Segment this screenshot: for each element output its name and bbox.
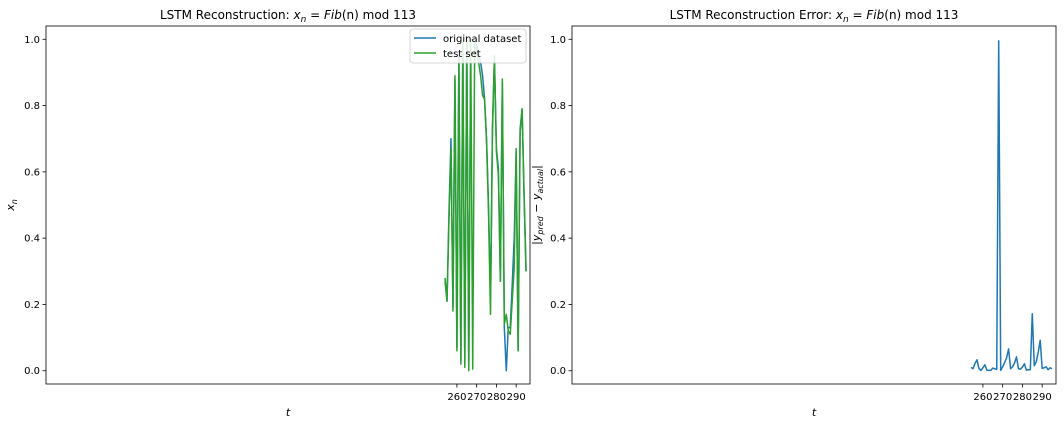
right-axes-frame bbox=[571, 25, 1057, 385]
left-chart: LSTM Reconstruction: xn = Fib(n) mod 113… bbox=[4, 8, 531, 419]
right-y-tick-label: 0.2 bbox=[550, 300, 566, 311]
left-y-tick-label: 0.0 bbox=[24, 366, 40, 377]
left-y-tick-label: 0.4 bbox=[24, 234, 40, 245]
legend-box bbox=[409, 28, 527, 64]
right-y-tick-label: 1.0 bbox=[550, 35, 566, 46]
right-y-axis: 0.0 0.2 0.4 0.6 0.8 1.0 bbox=[550, 35, 572, 377]
left-x-axis-label: t bbox=[286, 406, 291, 419]
left-x-tick-label: 260 bbox=[447, 392, 466, 403]
right-x-axis: 260 270 280 290 bbox=[973, 384, 1052, 403]
left-plot-area bbox=[444, 38, 527, 372]
legend-label-original-dataset: original dataset bbox=[443, 34, 521, 45]
left-axes-frame bbox=[45, 25, 531, 385]
right-x-tick-label: 270 bbox=[993, 392, 1012, 403]
left-y-axis-label: xn bbox=[4, 199, 19, 212]
right-y-tick-label: 0.0 bbox=[550, 366, 566, 377]
right-chart-title: LSTM Reconstruction Error: xn = Fib(n) m… bbox=[670, 8, 959, 25]
left-series-line-test-set bbox=[444, 38, 527, 372]
left-x-tick-label: 290 bbox=[507, 392, 526, 403]
left-y-tick-label: 0.6 bbox=[24, 167, 40, 178]
left-y-tick-label: 0.8 bbox=[24, 101, 40, 112]
legend-label-test-set: test set bbox=[443, 49, 481, 60]
right-y-tick-label: 0.8 bbox=[550, 101, 566, 112]
right-x-tick-label: 290 bbox=[1033, 392, 1052, 403]
left-y-tick-label: 1.0 bbox=[24, 35, 40, 46]
right-x-axis-label: t bbox=[812, 406, 817, 419]
left-x-tick-label: 270 bbox=[467, 392, 486, 403]
left-y-tick-label: 0.2 bbox=[24, 300, 40, 311]
left-y-axis: 0.0 0.2 0.4 0.6 0.8 1.0 bbox=[24, 35, 46, 377]
right-chart: LSTM Reconstruction Error: xn = Fib(n) m… bbox=[530, 8, 1057, 419]
right-y-tick-label: 0.6 bbox=[550, 167, 566, 178]
left-x-axis: 260 270 280 290 bbox=[447, 384, 526, 403]
right-y-tick-label: 0.4 bbox=[550, 234, 566, 245]
right-y-axis-label: |ypred − yactual| bbox=[530, 165, 545, 245]
left-chart-title: LSTM Reconstruction: xn = Fib(n) mod 113 bbox=[160, 8, 416, 25]
legend: original dataset test set bbox=[409, 28, 527, 64]
right-series-line-error bbox=[970, 40, 1053, 372]
right-plot-area bbox=[970, 40, 1053, 372]
right-x-tick-label: 280 bbox=[1013, 392, 1032, 403]
right-x-tick-label: 260 bbox=[973, 392, 992, 403]
left-x-tick-label: 280 bbox=[487, 392, 506, 403]
